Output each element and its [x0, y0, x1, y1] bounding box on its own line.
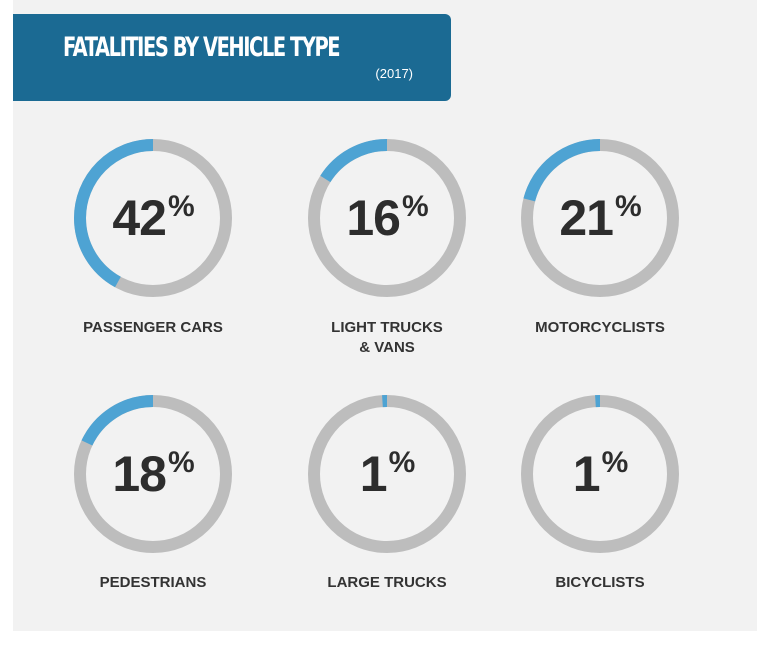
- donut-0: 42%: [73, 138, 233, 298]
- category-label: MOTORCYCLISTS: [535, 319, 665, 336]
- donut-svg: [74, 395, 232, 553]
- percent-value: 1: [572, 446, 601, 502]
- donut-value-arc: [521, 395, 679, 553]
- donut-4: 1%: [307, 394, 467, 554]
- content-panel: [13, 0, 757, 631]
- donut-percent-label: 1%: [520, 394, 680, 554]
- donut-svg: [521, 139, 679, 297]
- percent-sign: %: [167, 446, 195, 479]
- percent-value: 16: [346, 190, 401, 246]
- category-label: LARGE TRUCKS: [327, 574, 447, 591]
- category-label: PEDESTRIANS: [99, 574, 207, 591]
- percent-sign: %: [167, 190, 195, 223]
- donut-value-arc: [74, 395, 232, 553]
- donut-1: 16%: [307, 138, 467, 298]
- chart-subtitle: (2017): [375, 66, 413, 81]
- donut-percent-label: 18%: [73, 394, 233, 554]
- donut-svg: [308, 395, 466, 553]
- category-label: BICYCLISTS: [555, 574, 645, 591]
- percent-value: 21: [559, 190, 614, 246]
- donut-value-arc: [308, 395, 466, 553]
- donut-value-arc: [521, 139, 679, 297]
- donut-value-arc: [308, 139, 466, 297]
- title-banner: FATALITIES BY VEHICLE TYPE (2017): [13, 14, 451, 101]
- percent-sign: %: [401, 190, 429, 223]
- category-label: PASSENGER CARS: [83, 319, 223, 336]
- donut-3: 18%: [73, 394, 233, 554]
- category-label: LIGHT TRUCKS & VANS: [331, 319, 443, 356]
- chart-title: FATALITIES BY VEHICLE TYPE: [63, 32, 341, 63]
- percent-value: 1: [359, 446, 388, 502]
- donut-percent-label: 16%: [307, 138, 467, 298]
- donut-svg: [521, 395, 679, 553]
- percent-sign: %: [601, 446, 629, 479]
- donut-svg: [74, 139, 232, 297]
- donut-value-arc: [74, 139, 232, 297]
- percent-sign: %: [388, 446, 416, 479]
- donut-5: 1%: [520, 394, 680, 554]
- donut-percent-label: 1%: [307, 394, 467, 554]
- percent-value: 18: [112, 446, 167, 502]
- donut-svg: [308, 139, 466, 297]
- donut-2: 21%: [520, 138, 680, 298]
- percent-sign: %: [614, 190, 642, 223]
- donut-percent-label: 42%: [73, 138, 233, 298]
- donut-percent-label: 21%: [520, 138, 680, 298]
- percent-value: 42: [112, 190, 167, 246]
